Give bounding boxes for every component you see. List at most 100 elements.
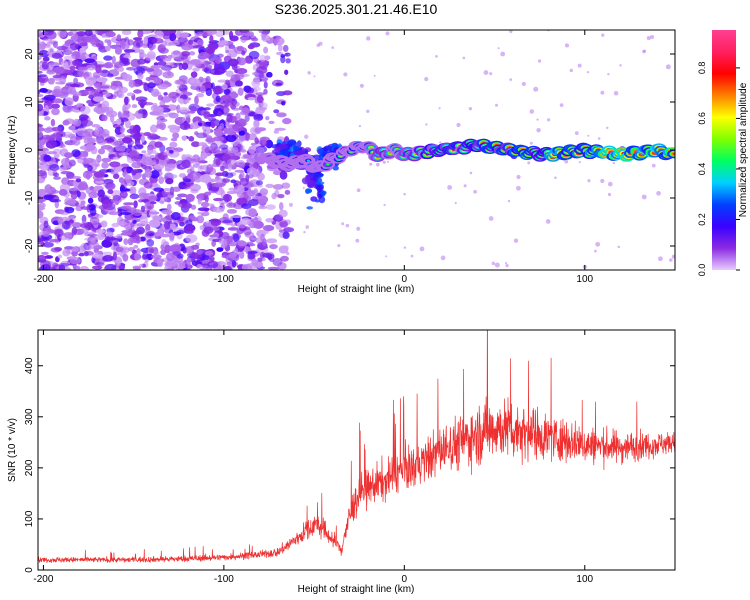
- spectrogram-noise-cell: [119, 57, 131, 64]
- spectrogram-noise-cell: [130, 169, 141, 174]
- spectrogram-noise-cell: [96, 139, 108, 145]
- spectrogram-noise-cell: [184, 224, 196, 232]
- spectrogram-noise-cell: [56, 45, 69, 51]
- spectrogram-noise-cell: [440, 255, 446, 261]
- spectrogram-noise-cell: [78, 113, 89, 122]
- spectrogram-noise-cell: [194, 131, 199, 136]
- spectrogram-noise-cell: [163, 220, 171, 230]
- spectrogram-noise-cell: [234, 169, 245, 173]
- spectrogram-noise-cell: [200, 201, 210, 208]
- spectrogram-noise-cell: [47, 77, 55, 85]
- spectrogram-y-ticks: -20 -10 0 10 20: [24, 48, 675, 253]
- spectrogram-noise-cell: [241, 263, 253, 270]
- spectrogram-noise-cell: [601, 33, 605, 37]
- spectrogram-noise-cell: [132, 113, 143, 117]
- spectrogram-noise-cell: [145, 223, 151, 233]
- spectrogram-noise-cell: [509, 78, 513, 82]
- spectrogram-noise-cell: [177, 30, 184, 35]
- spectrogram-noise-cell: [115, 246, 124, 253]
- spectrogram-noise-cell: [277, 193, 285, 199]
- spectrogram-noise-cell: [424, 77, 429, 82]
- spectrogram-noise-cell: [77, 157, 86, 164]
- spectrogram-noise-cell: [256, 66, 268, 74]
- spectrogram-noise-cell: [284, 189, 291, 195]
- spectrogram-noise-cell: [57, 216, 64, 225]
- colorbar-tick-label: 0.0: [697, 264, 707, 277]
- spectrogram-noise-cell: [239, 170, 245, 180]
- spectrogram-onset-cell: [332, 165, 339, 171]
- spectrogram-noise-cell: [51, 88, 63, 98]
- spectrogram-noise-cell: [190, 244, 200, 250]
- spectrogram-noise-cell: [197, 249, 203, 255]
- spectrogram-noise-cell: [59, 76, 67, 85]
- spectrogram-noise-cell: [247, 44, 255, 50]
- spectrogram-noise-cell: [168, 174, 178, 179]
- spectrogram-noise-cell: [179, 122, 191, 130]
- spectrogram-noise-cell: [386, 160, 390, 163]
- spectrogram-noise-cell: [187, 264, 192, 270]
- snr-y-tick-label: 200: [24, 459, 35, 476]
- spectrogram-noise-cell: [594, 249, 597, 253]
- spectrogram-noise-cell: [133, 244, 139, 249]
- spectrogram-noise-cell: [64, 206, 75, 214]
- spectrogram-noise-cell: [77, 182, 89, 191]
- spectrogram-noise-cell: [196, 263, 203, 270]
- spectrogram-noise-cell: [537, 59, 542, 63]
- spectrogram-noise-cell: [80, 105, 91, 115]
- spectrogram-noise-cell: [84, 237, 96, 242]
- spectrogram-noise-cell: [204, 191, 212, 196]
- spectrogram-noise-cell: [145, 68, 155, 72]
- spectrogram-noise-cell: [111, 55, 116, 65]
- spectrogram-noise-cell: [269, 243, 278, 250]
- spectrogram-noise-cell: [259, 199, 266, 208]
- spectrogram-noise-cell: [149, 111, 161, 116]
- spectrogram-noise-cell: [225, 70, 234, 77]
- spectrogram-y-tick-label: 0: [24, 147, 35, 153]
- spectrogram-noise-cell: [215, 95, 221, 103]
- spectrogram-noise-cell: [230, 104, 237, 110]
- spectrogram-noise-cell: [254, 127, 262, 134]
- spectrogram-noise-cell: [153, 187, 165, 192]
- spectrogram-noise-cell: [39, 41, 46, 50]
- spectrogram-noise-cell: [228, 44, 236, 50]
- spectrogram-noise-cell: [263, 46, 269, 54]
- spectrogram-noise-cell: [135, 96, 148, 102]
- spectrogram-noise-cell: [81, 132, 89, 141]
- spectrogram-noise-cell: [165, 261, 177, 267]
- spectrogram-noise-cell: [101, 157, 112, 163]
- spectrogram-noise-cell: [38, 49, 50, 58]
- spectrogram-noise-cell: [118, 152, 130, 157]
- spectrogram-noise-cell: [613, 91, 619, 96]
- spectrogram-noise-cell: [176, 104, 181, 114]
- spectrogram-x-tick-label: 100: [576, 274, 593, 285]
- spectrogram-noise-cell: [157, 227, 165, 237]
- spectrogram-noise-cell: [276, 262, 280, 267]
- spectrogram-noise-cell: [600, 178, 605, 184]
- spectrogram-noise-cell: [612, 161, 616, 165]
- spectrogram-noise-cell: [181, 116, 187, 122]
- spectrogram-noise-cell: [190, 204, 197, 210]
- spectrogram-noise-cell: [78, 252, 85, 257]
- spectrogram-noise-cell: [207, 30, 218, 35]
- colorbar-tick-label: 0.8: [697, 62, 707, 75]
- spectrogram-noise-cell: [275, 82, 282, 86]
- spectrogram-noise-cell: [177, 36, 188, 44]
- spectrogram-noise-cell: [153, 250, 160, 257]
- spectrogram-noise-cell: [40, 164, 49, 172]
- spectrogram-noise-cell: [122, 253, 129, 262]
- spectrogram-noise-cell: [366, 109, 370, 113]
- spectrogram-noise-cell: [190, 85, 201, 90]
- spectrogram-noise-cell: [135, 233, 140, 242]
- colorbar-ticks: 0.0 0.2 0.4 0.6 0.8: [697, 62, 740, 277]
- spectrogram-noise-cell: [121, 205, 132, 210]
- spectrogram-noise-cell: [85, 187, 94, 195]
- spectrogram-noise-cell: [203, 226, 214, 234]
- spectrogram-noise-cell: [133, 83, 140, 88]
- spectrogram-noise-cell: [513, 238, 519, 243]
- spectrogram-noise-cell: [669, 258, 673, 262]
- spectrogram-noise-cell: [189, 122, 200, 130]
- spectrogram-noise-cell: [253, 188, 259, 196]
- spectrogram-noise-cell: [72, 139, 81, 146]
- spectrogram-noise-cell: [469, 171, 473, 175]
- spectrogram-noise-cell: [267, 266, 280, 270]
